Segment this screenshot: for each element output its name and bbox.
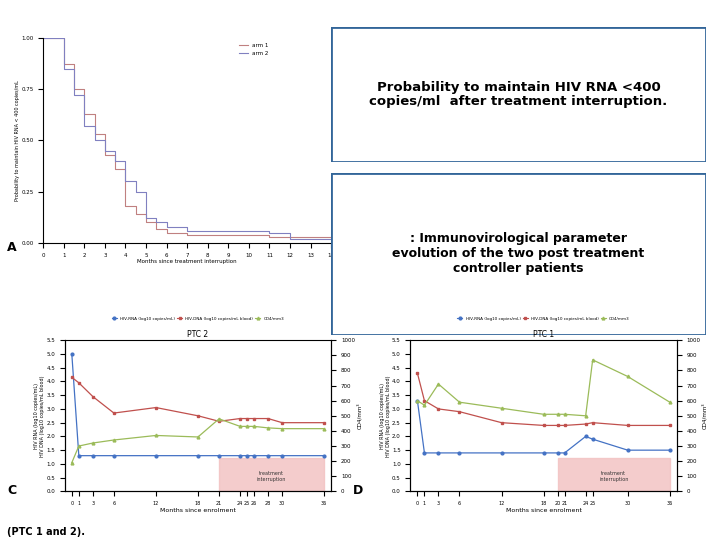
Text: treatment
interruption: treatment interruption [599, 471, 629, 482]
Legend: HIV-RNA (log10 copies/mL), HIV-DNA (log10 copies/mL blood), CD4/mm3: HIV-RNA (log10 copies/mL), HIV-DNA (log1… [456, 315, 631, 322]
Text: D: D [353, 484, 363, 497]
Legend: arm 1, arm 2: arm 1, arm 2 [237, 40, 271, 58]
Y-axis label: CD4/mm³: CD4/mm³ [356, 402, 362, 429]
Text: (PTC 1 and 2).: (PTC 1 and 2). [7, 527, 85, 537]
Text: A: A [7, 241, 17, 254]
X-axis label: Months since treatment interruption: Months since treatment interruption [138, 259, 237, 264]
Text: C: C [7, 484, 17, 497]
Bar [219, 458, 324, 491]
X-axis label: Months since enrolment: Months since enrolment [160, 508, 236, 512]
Y-axis label: HIV RNA (log10 copies/mL)
HIV DNA (log10 copies/mL blood): HIV RNA (log10 copies/mL) HIV DNA (log10… [379, 375, 390, 456]
Title: PTC 2: PTC 2 [187, 330, 209, 340]
Title: PTC 1: PTC 1 [533, 330, 554, 340]
Text: Probability to maintain HIV RNA <400
copies/ml  after treatment interruption.: Probability to maintain HIV RNA <400 cop… [369, 80, 667, 109]
Y-axis label: HIV RNA (log10 copies/mL)
HIV DNA (log10 copies/mL blood): HIV RNA (log10 copies/mL) HIV DNA (log10… [34, 375, 45, 456]
Bar [557, 458, 670, 491]
Text: treatment
interruption: treatment interruption [257, 471, 287, 482]
Text: : Immunovirological parameter
evolution of the two post treatment
controller pat: : Immunovirological parameter evolution … [392, 232, 644, 275]
FancyBboxPatch shape [331, 27, 706, 162]
Legend: HIV-RNA (log10 copies/mL), HIV-DNA (log10 copies/mL blood), CD4/mm3: HIV-RNA (log10 copies/mL), HIV-DNA (log1… [110, 315, 286, 322]
X-axis label: Months since enrolment: Months since enrolment [505, 508, 582, 512]
FancyBboxPatch shape [331, 173, 706, 335]
Y-axis label: Probability to maintain HIV RNA < 400 copies/mL: Probability to maintain HIV RNA < 400 co… [15, 80, 20, 201]
Y-axis label: CD4/mm³: CD4/mm³ [702, 402, 708, 429]
